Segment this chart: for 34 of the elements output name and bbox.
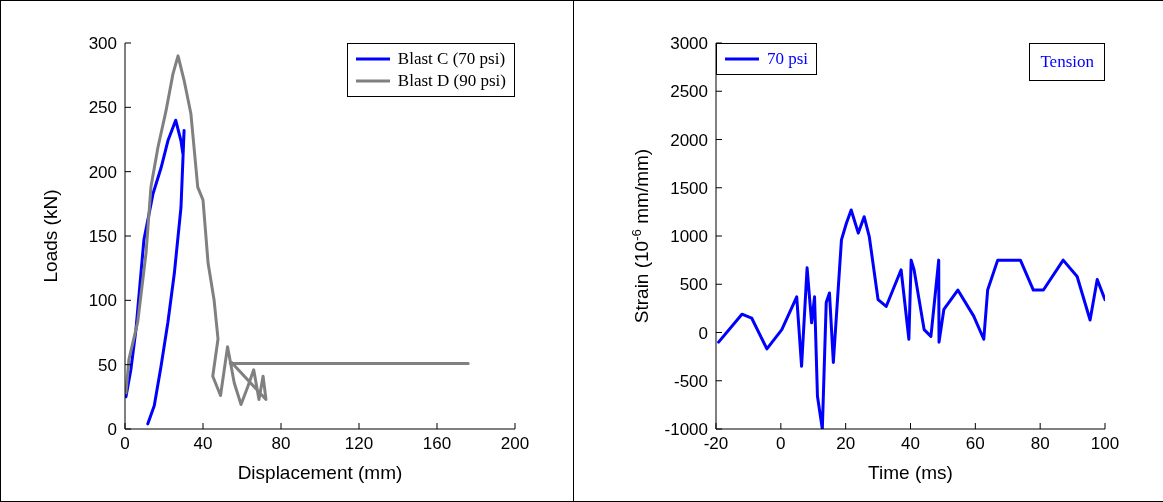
- x-axis-title: Time (ms): [868, 462, 953, 483]
- legend-label: 70 psi: [767, 48, 809, 70]
- x-axis-title: Displacement (mm): [237, 462, 403, 483]
- legend-label: Blast D (90 psi): [397, 70, 506, 92]
- y-tick-label: 500: [679, 275, 708, 295]
- x-tick-label: 40: [901, 434, 920, 454]
- x-tick-label: 80: [1030, 434, 1050, 454]
- legend-label: Blast C (70 psi): [397, 48, 506, 70]
- y-tick-label: 1500: [670, 178, 708, 198]
- x-tick-label: 60: [965, 434, 985, 454]
- y-tick-label: 2500: [670, 82, 708, 102]
- y-tick-label: 0: [107, 420, 117, 440]
- y-tick-label: 50: [98, 355, 117, 375]
- y-tick-label: 100: [88, 291, 117, 311]
- y-tick-label: 0: [698, 323, 708, 343]
- x-tick-label: 0: [776, 434, 786, 454]
- annotation: Tension: [1029, 43, 1105, 81]
- y-tick-label: 300: [88, 34, 117, 54]
- x-tick-label: 20: [836, 434, 856, 454]
- y-tick-label: 250: [88, 98, 117, 118]
- x-tick-label: 160: [422, 434, 452, 454]
- x-tick-label: 40: [193, 434, 213, 454]
- y-axis-title: Loads (kN): [40, 189, 61, 283]
- x-tick-label: 100: [1090, 434, 1120, 454]
- y-tick-label: 1000: [670, 227, 708, 247]
- x-tick-label: 80: [271, 434, 291, 454]
- x-tick-label: 200: [500, 434, 530, 454]
- x-tick-label: 0: [120, 434, 130, 454]
- y-tick-label: 200: [88, 162, 117, 182]
- x-tick-label: 120: [344, 434, 374, 454]
- y-tick-label: 3000: [670, 34, 708, 54]
- y-tick-label: 150: [88, 227, 117, 247]
- y-tick-label: -500: [673, 371, 708, 391]
- y-tick-label: 2000: [670, 130, 708, 150]
